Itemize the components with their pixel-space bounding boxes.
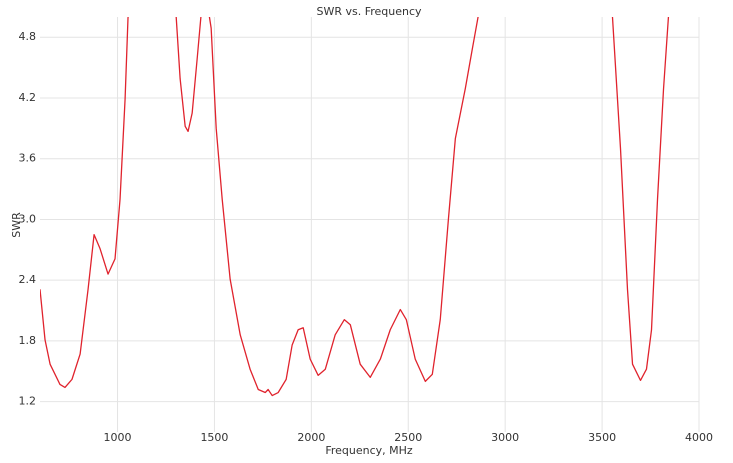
y-tick-label: 1.2 [19,395,37,408]
x-tick-label: 1500 [200,431,228,444]
chart-title: SWR vs. Frequency [316,5,422,18]
x-tick-label: 1000 [104,431,132,444]
x-tick-label: 3500 [588,431,616,444]
x-tick-label: 3000 [491,431,519,444]
x-tick-label: 4000 [685,431,713,444]
x-tick-label: 2500 [394,431,422,444]
grid [40,17,700,432]
y-tick-label: 2.4 [19,273,37,286]
plot-area [40,17,670,397]
y-axis-label: SWR [10,212,23,238]
y-tick-label: 1.8 [19,334,37,347]
x-axis-label: Frequency, MHz [325,444,413,457]
series-line [40,17,670,397]
y-tick-label: 3.6 [19,152,37,165]
x-tick-label: 2000 [297,431,325,444]
y-tick-label: 4.8 [19,30,37,43]
y-tick-label: 4.2 [19,91,37,104]
y-tick-label: 3.0 [19,212,37,225]
